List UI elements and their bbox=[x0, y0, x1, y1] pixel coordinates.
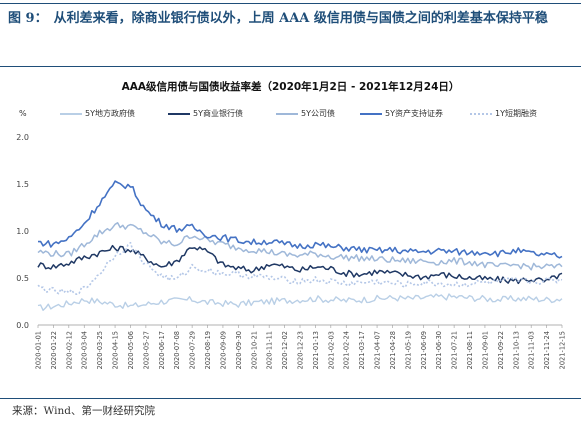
series-line-4 bbox=[37, 180, 563, 259]
y-tick-label: 2.0 bbox=[16, 133, 29, 142]
figure-caption: 从利差来看，除商业银行债以外，上周 AAA 级信用债与国债之间的利差基本保持平稳 bbox=[53, 11, 548, 26]
x-tick-label: 2021-08-11 bbox=[466, 331, 474, 369]
x-tick-label: 2021-01-13 bbox=[312, 331, 320, 369]
top-rule bbox=[0, 3, 581, 4]
x-tick-label: 2020-11-11 bbox=[266, 331, 274, 369]
bottom-rule bbox=[0, 398, 581, 399]
legend-swatch bbox=[470, 112, 492, 115]
y-tick-label: 0.0 bbox=[16, 321, 29, 330]
legend-label: 5Y商业银行债 bbox=[193, 109, 243, 118]
x-tick-label: 2021-12-15 bbox=[559, 331, 567, 369]
x-tick-label: 2020-05-06 bbox=[127, 331, 135, 369]
x-tick-label: 2020-01-01 bbox=[35, 331, 43, 369]
series-line-2 bbox=[37, 244, 563, 285]
legend-swatch bbox=[168, 112, 190, 115]
x-tick-label: 2020-03-25 bbox=[96, 331, 104, 369]
x-tick-label: 2021-02-03 bbox=[327, 331, 335, 369]
legend-item: 1Y短期融资 bbox=[470, 108, 537, 119]
x-tick-label: 2021-11-24 bbox=[543, 331, 551, 369]
x-tick-label: 2020-09-30 bbox=[235, 331, 243, 369]
title-rule bbox=[0, 66, 581, 67]
x-tick-label: 2020-05-27 bbox=[142, 331, 150, 369]
chart-title: AAA级信用债与国债收益率差（2020年1月2日 - 2021年12月24日） bbox=[121, 81, 460, 93]
legend-label: 5Y地方政府债 bbox=[85, 109, 135, 118]
x-tick-label: 2020-10-21 bbox=[250, 331, 258, 369]
series-line-3 bbox=[37, 222, 563, 271]
legend-item: 5Y资产支持证券 bbox=[360, 108, 443, 119]
x-tick-label: 2020-12-23 bbox=[297, 331, 305, 369]
y-tick-label: 1.5 bbox=[16, 180, 29, 189]
series-line-5 bbox=[37, 241, 563, 295]
x-tick-label: 2021-09-01 bbox=[481, 331, 489, 369]
x-tick-label: 2020-07-08 bbox=[173, 331, 181, 369]
x-tick-label: 2021-07-21 bbox=[451, 331, 459, 369]
legend-swatch bbox=[276, 112, 298, 115]
legend-label: 5Y公司债 bbox=[301, 109, 335, 118]
x-tick-label: 2021-06-30 bbox=[435, 331, 443, 369]
x-tick-label: 2020-08-19 bbox=[204, 331, 212, 369]
x-tick-label: 2020-03-04 bbox=[81, 331, 89, 369]
x-tick-label: 2020-07-29 bbox=[189, 331, 197, 369]
x-tick-label: 2020-09-09 bbox=[219, 331, 227, 369]
x-tick-label: 2021-10-13 bbox=[512, 331, 520, 369]
x-tick-label: 2021-04-28 bbox=[389, 331, 397, 369]
x-tick-label: 2020-06-17 bbox=[158, 331, 166, 369]
source-note: 来源：Wind、第一财经研究院 bbox=[12, 405, 155, 417]
x-tick-label: 2021-02-24 bbox=[343, 331, 351, 369]
legend-item: 5Y地方政府债 bbox=[60, 108, 135, 119]
x-tick-label: 2021-04-07 bbox=[374, 331, 382, 369]
figure-title: 图 9： 从利差来看，除商业银行债以外，上周 AAA 级信用债与国债之间的利差基本… bbox=[8, 6, 573, 32]
x-tick-label: 2020-12-02 bbox=[281, 331, 289, 369]
legend-swatch bbox=[60, 112, 82, 115]
x-tick-label: 2021-11-03 bbox=[528, 331, 536, 369]
series-line-1 bbox=[37, 293, 563, 311]
x-tick-label: 2021-09-22 bbox=[497, 331, 505, 369]
figure-label: 图 9： bbox=[8, 11, 48, 26]
legend-label: 5Y资产支持证券 bbox=[385, 109, 443, 118]
x-tick-label: 2020-04-15 bbox=[112, 331, 120, 369]
legend-swatch bbox=[360, 112, 382, 115]
legend-item: 5Y商业银行债 bbox=[168, 108, 243, 119]
chart-legend: 5Y地方政府债 5Y商业银行债 5Y公司债 5Y资产支持证券 1Y短期融资 bbox=[18, 108, 578, 122]
legend-item: 5Y公司债 bbox=[276, 108, 335, 119]
x-tick-label: 2020-01-22 bbox=[50, 331, 58, 369]
x-tick-label: 2020-02-12 bbox=[65, 331, 73, 369]
x-tick-label: 2021-06-09 bbox=[420, 331, 428, 369]
x-tick-label: 2021-05-19 bbox=[404, 331, 412, 369]
y-tick-label: 1.0 bbox=[16, 227, 29, 236]
y-tick-label: 0.5 bbox=[16, 274, 29, 283]
x-tick-label: 2021-03-17 bbox=[358, 331, 366, 369]
legend-label: 1Y短期融资 bbox=[495, 109, 537, 118]
y-axis-label: % bbox=[19, 109, 27, 118]
